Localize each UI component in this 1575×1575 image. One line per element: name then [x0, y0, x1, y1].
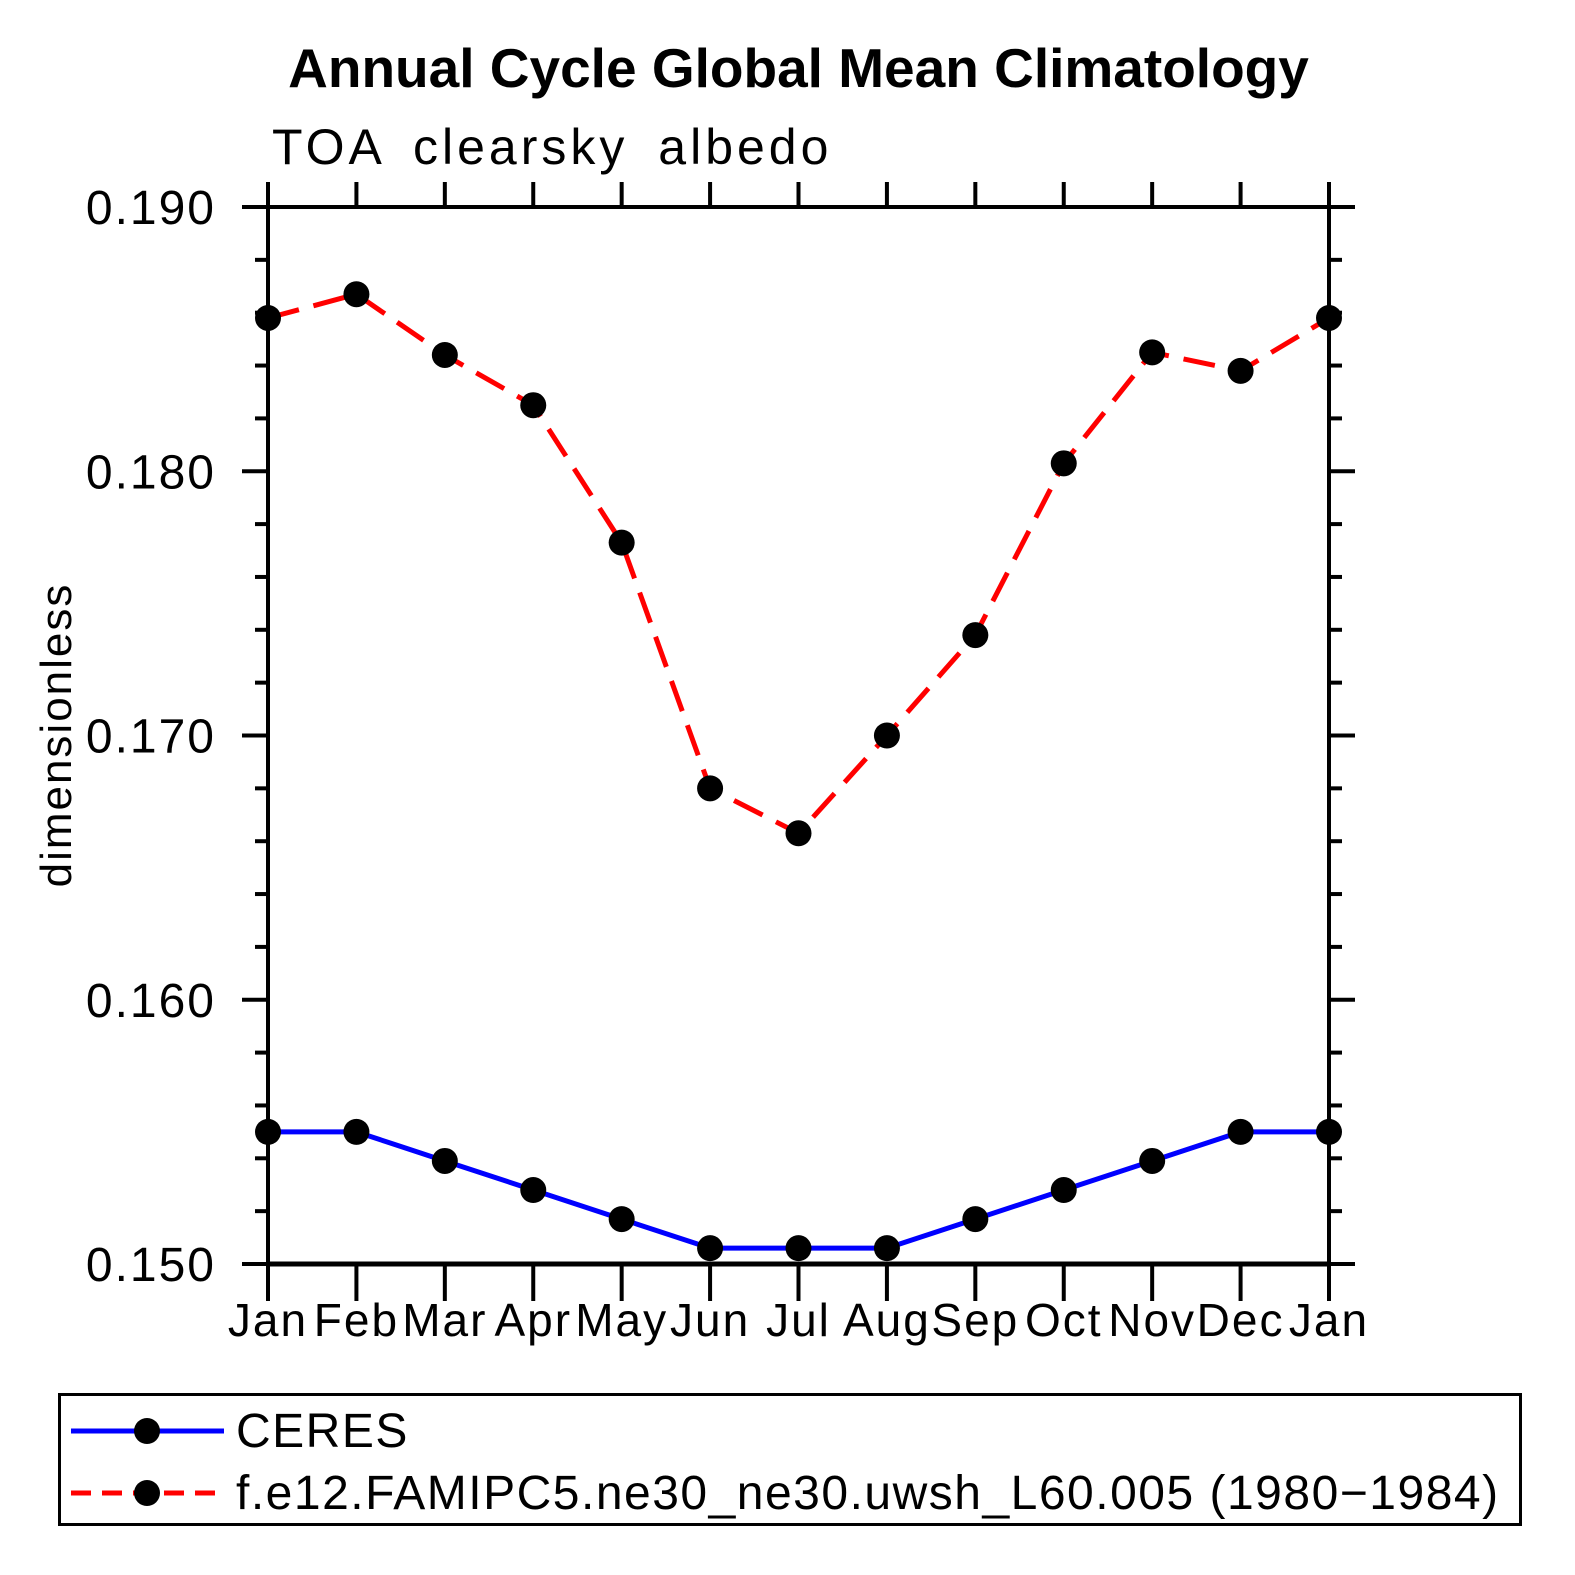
- data-point-0-1: [343, 1118, 370, 1145]
- data-point-0-4: [608, 1206, 635, 1233]
- data-point-0-2: [431, 1147, 458, 1174]
- legend-marker-dot-icon: [134, 1418, 160, 1444]
- x-tick-label: Jun: [670, 1294, 750, 1346]
- data-point-0-5: [697, 1235, 724, 1262]
- data-point-1-12: [1316, 304, 1342, 331]
- data-point-0-7: [873, 1235, 900, 1262]
- data-point-1-11: [1227, 357, 1254, 384]
- x-tick-label: Feb: [314, 1294, 399, 1346]
- x-tick-label: Nov: [1108, 1294, 1196, 1346]
- legend-sample-ceres: [71, 1418, 224, 1444]
- x-tick-label: Sep: [931, 1294, 1019, 1346]
- data-point-0-6: [785, 1235, 812, 1262]
- series-line-1: [267, 291, 1331, 837]
- y-tick-label: 0.180: [86, 446, 216, 499]
- data-point-1-1: [343, 281, 370, 308]
- y-tick-label: 0.150: [86, 1239, 216, 1292]
- data-point-1-2: [431, 341, 458, 368]
- data-point-1-6: [785, 820, 812, 847]
- data-point-1-5: [697, 775, 724, 802]
- legend-label-ceres: CERES: [236, 1404, 409, 1458]
- data-point-0-10: [1139, 1147, 1166, 1174]
- y-tick-label: 0.170: [86, 711, 216, 764]
- x-tick-label: Jan: [1289, 1294, 1369, 1346]
- series-line-0: [268, 1129, 1329, 1251]
- data-point-0-9: [1050, 1177, 1077, 1204]
- legend-box: CERES f.e12.FAMIPC5.ne30_ne30.uwsh_L60.0…: [58, 1393, 1522, 1526]
- x-tick-label: Dec: [1197, 1294, 1285, 1346]
- x-tick-label: Jul: [766, 1294, 831, 1346]
- chart-title: Annual Cycle Global Mean Climatology: [288, 37, 1309, 99]
- x-tick-label: Aug: [843, 1294, 931, 1346]
- data-point-1-3: [520, 392, 547, 419]
- legend-sample-model: [71, 1480, 224, 1506]
- x-tick-label: Apr: [494, 1294, 572, 1346]
- x-tick-label: May: [575, 1294, 668, 1346]
- x-tick-label: Mar: [402, 1294, 487, 1346]
- y-tick-label: 0.160: [86, 975, 216, 1028]
- data-point-1-7: [873, 722, 900, 749]
- data-point-0-12: [1316, 1118, 1342, 1145]
- data-point-1-0: [255, 304, 281, 331]
- data-point-1-4: [608, 529, 635, 556]
- data-point-0-3: [520, 1177, 547, 1204]
- data-point-1-10: [1139, 339, 1166, 366]
- data-point-1-9: [1050, 450, 1077, 477]
- legend-row-model: f.e12.FAMIPC5.ne30_ne30.uwsh_L60.005 (19…: [71, 1467, 1515, 1520]
- data-point-1-8: [962, 622, 989, 649]
- data-point-0-11: [1227, 1118, 1254, 1145]
- legend-label-model: f.e12.FAMIPC5.ne30_ne30.uwsh_L60.005 (19…: [236, 1466, 1500, 1520]
- legend-row-ceres: CERES: [71, 1405, 1515, 1458]
- legend-marker-dot-icon: [134, 1480, 160, 1506]
- x-tick-label: Oct: [1025, 1294, 1103, 1346]
- data-point-0-8: [962, 1206, 989, 1233]
- chart-subtitle: TOA clearsky albedo: [272, 119, 833, 175]
- data-point-0-0: [255, 1118, 281, 1145]
- x-tick-label: Jan: [228, 1294, 308, 1346]
- y-tick-label: 0.190: [86, 182, 216, 235]
